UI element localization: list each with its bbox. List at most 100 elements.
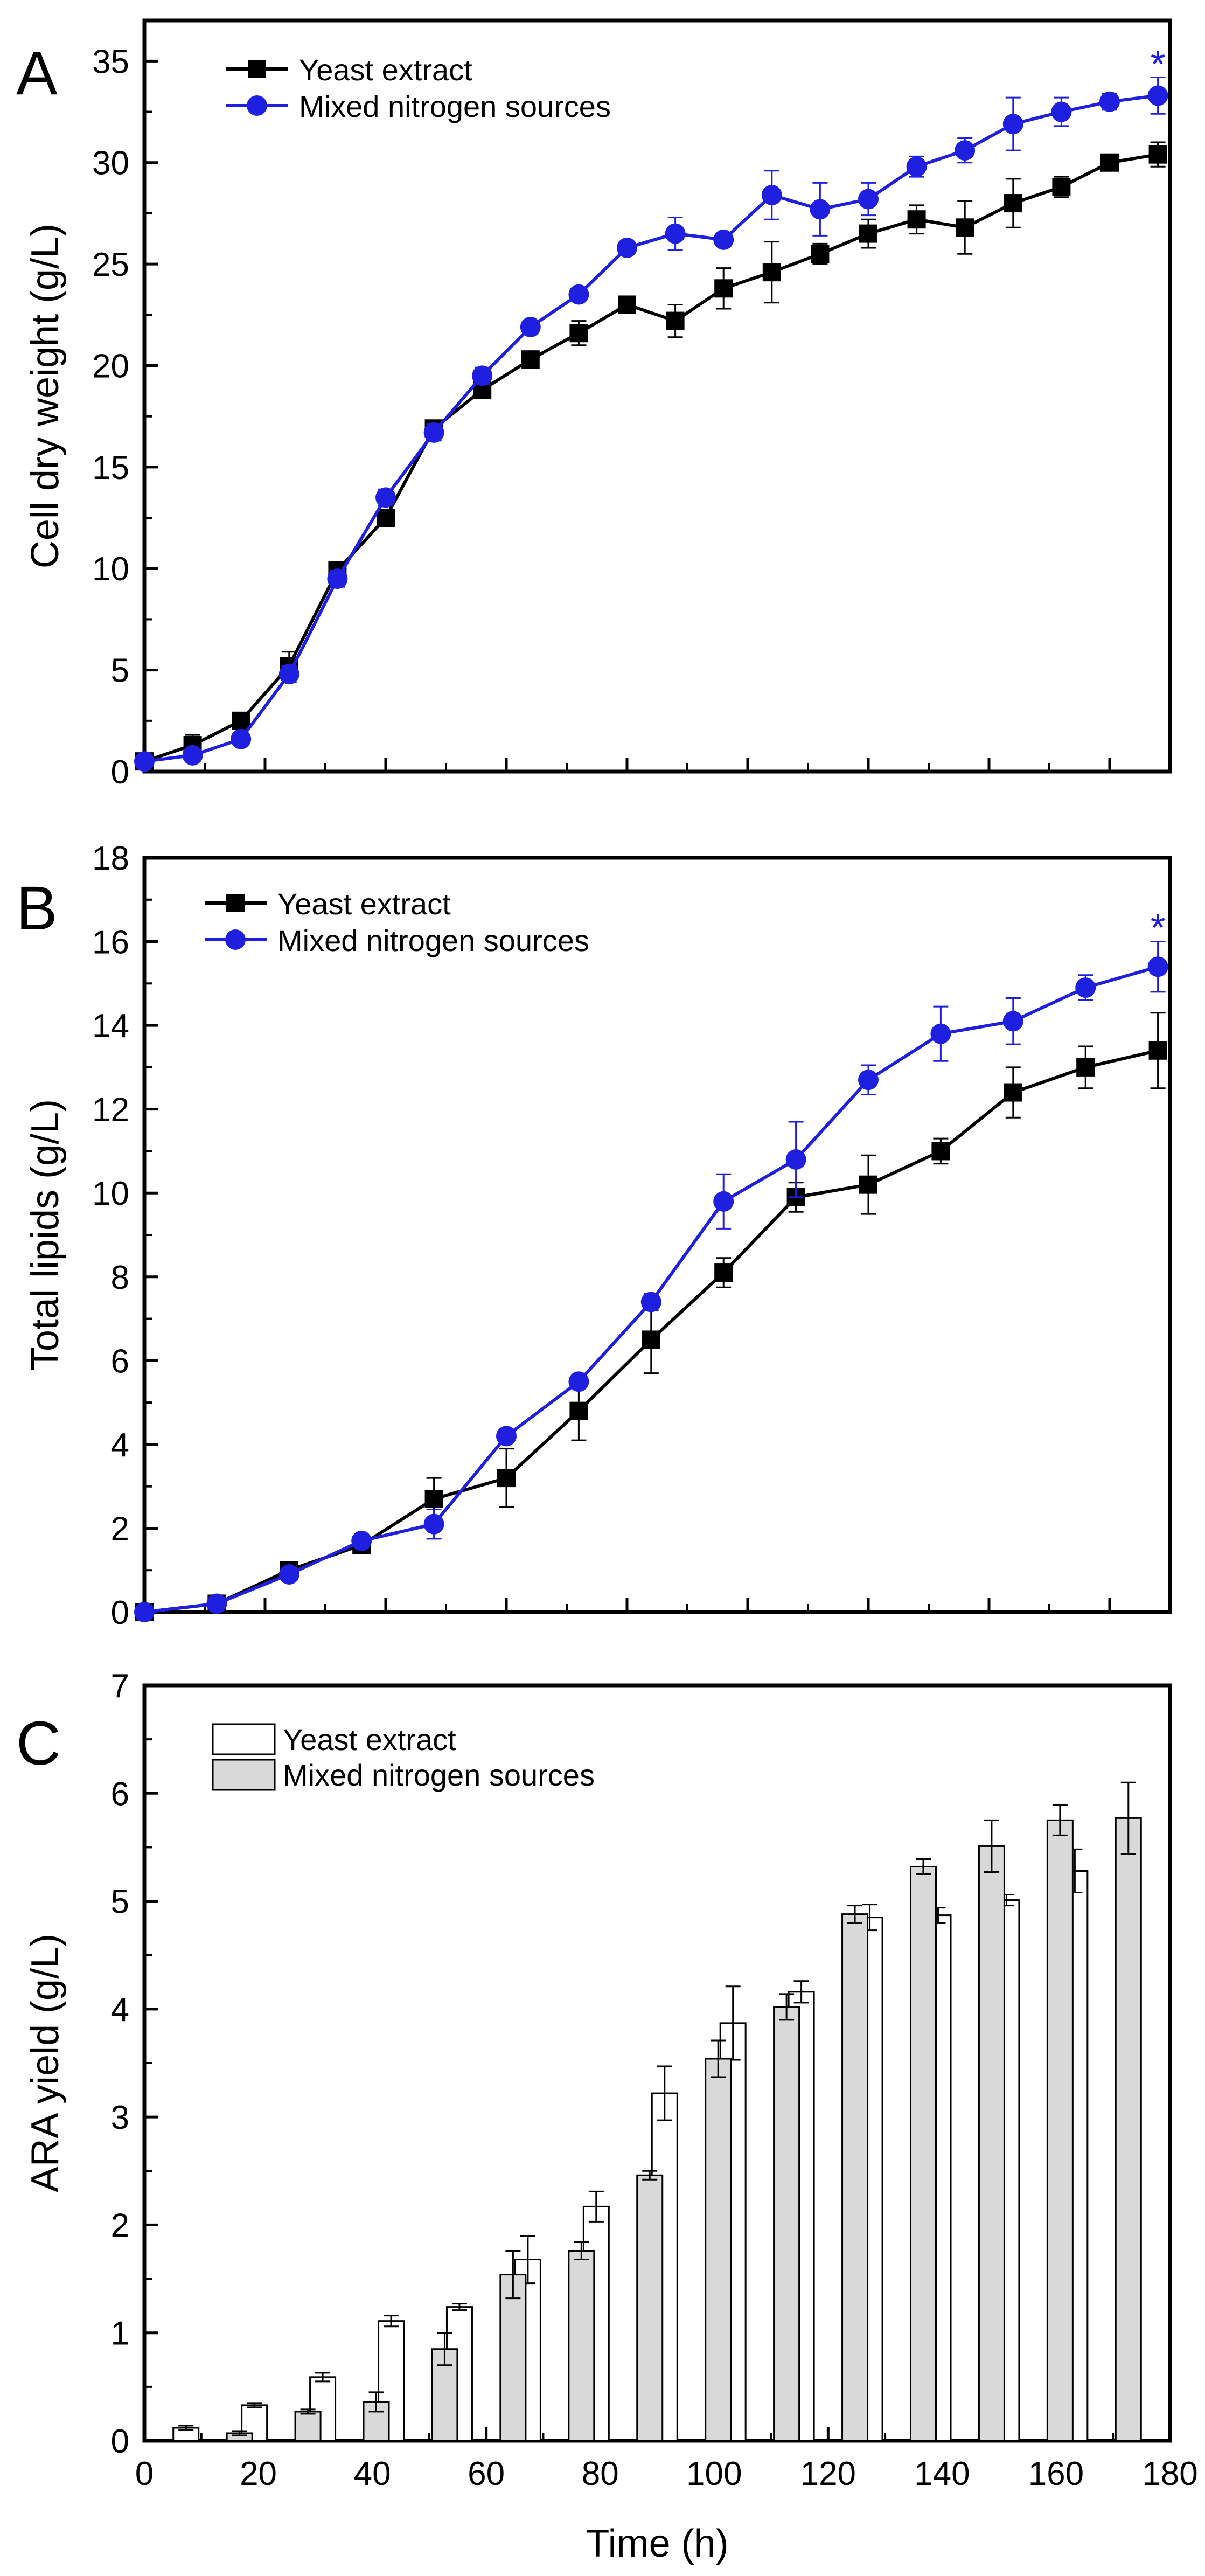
y-tick-label: 2 xyxy=(111,2207,129,2244)
data-point-circle xyxy=(761,185,782,206)
data-point-circle xyxy=(810,199,831,220)
data-point-circle xyxy=(930,1023,951,1044)
data-point-circle xyxy=(955,140,976,161)
legend-label: Yeast extract xyxy=(277,887,451,921)
data-point-square xyxy=(569,324,588,343)
data-point-circle xyxy=(568,284,589,305)
data-point-circle xyxy=(231,728,252,749)
data-point-circle xyxy=(617,237,637,258)
y-tick-label: 35 xyxy=(92,43,129,80)
data-point-circle xyxy=(206,1593,227,1614)
panel-label-b: B xyxy=(16,874,58,943)
legend-swatch xyxy=(212,1759,276,1791)
data-point-circle xyxy=(1147,956,1168,977)
data-point-circle xyxy=(665,223,686,244)
panel-label-a: A xyxy=(16,39,58,108)
data-point-circle xyxy=(472,365,493,386)
panel-c: C 0 1 2 3 4 5 6 7 0 20 40 60 80 100 120 140 160 180 ARA yi… xyxy=(16,1668,1198,2565)
data-point-circle xyxy=(423,1513,444,1535)
data-point-square xyxy=(859,224,877,243)
y-tick-label: 10 xyxy=(92,1175,129,1212)
x-tick-label: 180 xyxy=(1142,2455,1197,2492)
data-point-circle xyxy=(278,664,299,685)
data-point-square xyxy=(1148,145,1167,164)
y-tick-label: 25 xyxy=(92,246,129,283)
data-point-square xyxy=(931,1142,950,1161)
y-tick-label: 4 xyxy=(111,1991,129,2029)
y-tick-label: 0 xyxy=(111,2423,129,2460)
data-point-square xyxy=(714,1263,733,1282)
data-point-square xyxy=(424,1490,443,1508)
data-point-circle xyxy=(278,1564,299,1585)
x-tick-label: 20 xyxy=(240,2455,277,2492)
bar xyxy=(499,2274,527,2442)
data-point-circle xyxy=(327,568,348,589)
x-tick-label: 60 xyxy=(468,2455,505,2492)
legend-swatch xyxy=(212,1723,276,1755)
y-tick-label: 1 xyxy=(111,2315,129,2352)
y-tick-label: 18 xyxy=(92,840,129,877)
legend-label: Mixed nitrogen sources xyxy=(299,89,611,123)
legend-label: Mixed nitrogen sources xyxy=(277,924,589,957)
series-line xyxy=(144,94,1158,763)
legend-marker-circle xyxy=(247,95,267,116)
plot-frame xyxy=(142,856,1172,1614)
data-point-square xyxy=(956,218,974,237)
data-point-circle xyxy=(134,751,155,772)
data-point-square xyxy=(859,1175,877,1194)
legend-marker-square xyxy=(248,60,266,78)
y-axis-label: ARA yield (g/L) xyxy=(24,1934,67,2192)
y-tick-label: 7 xyxy=(111,1668,129,1705)
data-point-square xyxy=(1148,1041,1167,1060)
bar xyxy=(1115,1817,1142,2442)
data-point-square xyxy=(521,350,540,369)
x-tick-label: 0 xyxy=(135,2455,154,2492)
y-tick-label: 20 xyxy=(92,348,129,385)
data-point-square xyxy=(714,279,733,298)
y-tick-label: 12 xyxy=(92,1092,129,1129)
data-point-circle xyxy=(906,156,927,177)
bar xyxy=(978,1845,1005,2442)
bar xyxy=(294,2411,322,2442)
bar xyxy=(1046,1819,1074,2442)
y-axis-label: Cell dry weight (g/L) xyxy=(24,224,67,568)
data-point-square xyxy=(1100,153,1119,172)
legend-label: Yeast extract xyxy=(299,53,472,87)
legend-label: Mixed nitrogen sources xyxy=(283,1758,595,1792)
data-point-circle xyxy=(858,1070,879,1091)
y-tick-label: 4 xyxy=(111,1427,129,1464)
data-point-square xyxy=(497,1469,516,1488)
data-point-circle xyxy=(351,1530,372,1551)
data-point-square xyxy=(377,509,395,527)
bar xyxy=(568,2249,595,2442)
series-line xyxy=(144,152,1159,763)
series-line xyxy=(144,965,1159,1614)
data-point-circle xyxy=(1099,91,1120,112)
y-tick-label: 8 xyxy=(111,1259,129,1296)
legend-label: Yeast extract xyxy=(283,1723,456,1756)
y-tick-label: 10 xyxy=(92,551,129,588)
bar xyxy=(636,2174,664,2442)
y-tick-label: 15 xyxy=(92,449,129,487)
y-tick-label: 5 xyxy=(111,1884,129,1921)
data-point-circle xyxy=(423,422,444,443)
y-tick-label: 6 xyxy=(111,1775,129,1813)
data-point-square xyxy=(232,711,250,730)
data-point-square xyxy=(1076,1058,1095,1077)
y-tick-label: 14 xyxy=(92,1008,129,1045)
data-point-circle xyxy=(1051,101,1072,122)
bar xyxy=(841,1913,869,2442)
legend-marker-circle xyxy=(225,929,246,950)
significance-marker: * xyxy=(1151,907,1166,950)
y-tick-label: 6 xyxy=(111,1343,129,1380)
x-tick-label: 100 xyxy=(686,2455,742,2492)
panel-a: A 0 5 10 15 20 25 30 35 Cell dry weight (g/L) Yea… xyxy=(16,18,1172,791)
legend-marker-square xyxy=(226,894,245,912)
data-point-circle xyxy=(375,487,396,508)
data-point-square xyxy=(1004,194,1022,213)
data-point-circle xyxy=(713,229,734,250)
data-point-square xyxy=(642,1330,660,1349)
y-tick-label: 2 xyxy=(111,1510,129,1547)
data-point-circle xyxy=(1002,1011,1023,1032)
